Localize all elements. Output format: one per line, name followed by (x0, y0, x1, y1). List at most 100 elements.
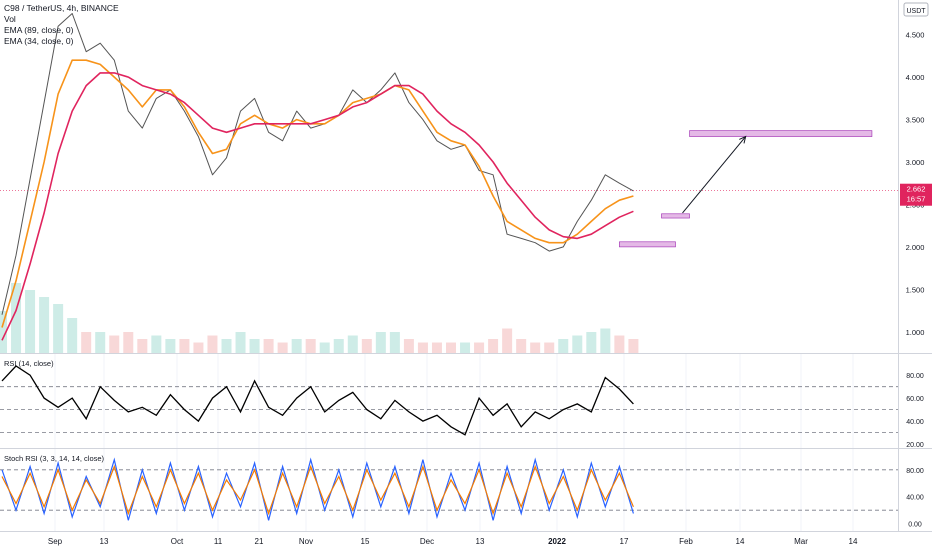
volume-bar (137, 339, 148, 353)
price-tick-label: 1.000 (906, 328, 925, 337)
volume-bars (0, 283, 639, 353)
series-ema34-line (1, 59, 634, 328)
target-zone-box (661, 213, 690, 219)
time-tick-label: Feb (679, 537, 693, 546)
volume-bar (25, 290, 36, 353)
time-tick-label: Mar (794, 537, 808, 546)
volume-bar (600, 328, 611, 353)
price-tick-label: 4.500 (906, 31, 925, 40)
time-axis[interactable]: Sep 13 Oct 11 21 Nov 15 Dec 13 2022 17 Feb 14 Mar 14 (48, 537, 858, 546)
target-zone-box (619, 241, 676, 248)
price-tick-label: 3.000 (906, 158, 925, 167)
volume-bar (39, 297, 50, 353)
volume-bar (389, 332, 400, 353)
volume-bar (403, 339, 414, 353)
indicator-ema-34[interactable]: EMA (34, close, 0) (4, 36, 74, 46)
volume-bar (179, 339, 190, 353)
time-tick-label: 21 (255, 537, 264, 546)
rsi-axis: 80.00 60.00 40.00 20.00 (906, 373, 924, 449)
volume-bar (207, 335, 218, 353)
price-lines (1, 13, 634, 341)
volume-bar (151, 335, 162, 353)
volume-bar (502, 328, 513, 353)
volume-bar (277, 342, 288, 353)
time-tick-label: Oct (171, 537, 184, 546)
volume-bar (11, 283, 22, 353)
series-close-line (1, 13, 634, 315)
volume-bar (614, 335, 625, 353)
volume-bar (361, 339, 372, 353)
price-tag-value: 2.662 (907, 185, 926, 194)
projection-arrow (682, 136, 747, 214)
rsi-tick-label: 80.00 (906, 373, 924, 380)
currency-badge[interactable]: USDT (903, 2, 929, 17)
projection-arrow-head (739, 135, 747, 144)
price-tag: 2.662 16:57 (900, 183, 932, 206)
time-tick-label: Nov (299, 537, 313, 546)
chart-title[interactable]: C98 / TetherUS, 4h, BINANCE (4, 3, 119, 13)
stoch-rsi-title[interactable]: Stoch RSI (3, 3, 14, 14, close) (4, 454, 105, 463)
rsi-tick-label: 60.00 (906, 396, 924, 403)
price-tick-label: 1.500 (906, 285, 925, 294)
time-tick-label: 14 (736, 537, 745, 546)
time-tick-label: 2022 (548, 537, 566, 546)
rsi-line (1, 365, 634, 436)
price-tick-label: 2.000 (906, 243, 925, 252)
volume-bar (263, 339, 274, 353)
rsi-title[interactable]: RSI (14, close) (4, 359, 54, 368)
stoch-tick-label: 40.00 (906, 495, 924, 502)
volume-bar (572, 335, 583, 353)
target-zone-box (689, 130, 873, 137)
currency-label: USDT (906, 8, 926, 15)
rsi-tick-label: 20.00 (906, 442, 924, 449)
volume-bar (628, 339, 639, 353)
volume-bar (544, 342, 555, 353)
price-tick-label: 4.000 (906, 73, 925, 82)
stoch-d-line (1, 464, 634, 516)
volume-bar (81, 332, 92, 353)
volume-bar (474, 342, 485, 353)
volume-bar (67, 318, 78, 353)
volume-bar (123, 332, 134, 353)
volume-bar (109, 335, 120, 353)
time-tick-label: 17 (620, 537, 629, 546)
time-tick-label: 15 (361, 537, 370, 546)
time-tick-label: 14 (849, 537, 858, 546)
series-ema89-line (1, 72, 634, 341)
volume-bar (193, 342, 204, 353)
time-tick-label: Dec (420, 537, 434, 546)
volume-bar (347, 335, 358, 353)
indicator-ema-89[interactable]: EMA (89, close, 0) (4, 25, 74, 35)
price-pane-bg (0, 0, 898, 353)
volume-bar (305, 339, 316, 353)
volume-bar (558, 339, 569, 353)
rsi-tick-label: 40.00 (906, 419, 924, 426)
volume-bar (291, 339, 302, 353)
volume-bar (446, 342, 456, 353)
volume-bar (319, 342, 330, 353)
indicator-vol[interactable]: Vol (4, 14, 16, 24)
time-tick-label: 13 (476, 537, 485, 546)
volume-bar (165, 339, 176, 353)
volume-bar (530, 342, 541, 353)
price-pane (0, 0, 898, 353)
volume-bar (333, 339, 344, 353)
volume-bar (53, 304, 64, 353)
volume-bar (95, 332, 106, 353)
price-tick-label: 3.500 (906, 116, 925, 125)
volume-bar (249, 339, 260, 353)
rsi-pane (0, 365, 898, 436)
volume-bar (235, 332, 246, 353)
volume-bar (375, 332, 386, 353)
time-tick-label: 13 (100, 537, 109, 546)
volume-bar (221, 339, 232, 353)
volume-bar (460, 342, 471, 353)
price-tag-countdown: 16:57 (907, 195, 926, 204)
price-annotations (0, 130, 898, 248)
volume-bar (0, 311, 7, 353)
volume-bar (516, 339, 527, 353)
volume-bar (586, 332, 597, 353)
volume-bar (417, 342, 428, 353)
volume-bar (488, 339, 499, 353)
